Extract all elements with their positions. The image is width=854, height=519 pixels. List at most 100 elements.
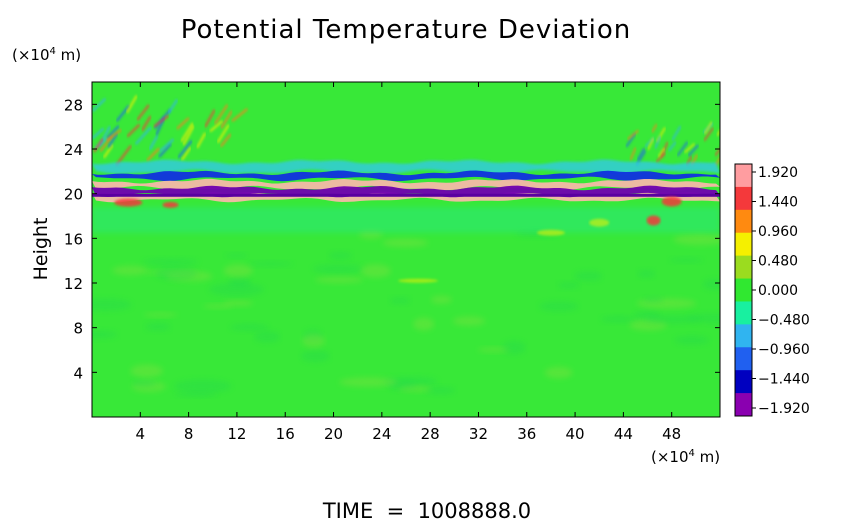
colorbar-swatch bbox=[735, 301, 752, 325]
wave-stripe bbox=[629, 147, 637, 161]
field-patch bbox=[301, 334, 325, 348]
colorbar-swatch bbox=[735, 164, 752, 188]
x-tick-label: 16 bbox=[276, 425, 295, 443]
wave-stripe bbox=[180, 122, 194, 143]
field-patch bbox=[425, 386, 456, 395]
x-unit-prefix: (×10 bbox=[651, 448, 689, 466]
chart-title: Potential Temperature Deviation bbox=[181, 15, 632, 45]
field-patch bbox=[130, 364, 163, 378]
colorbar-swatch bbox=[735, 255, 752, 280]
colorbar-swatch bbox=[735, 324, 752, 348]
field-patch bbox=[328, 251, 353, 260]
field-patch bbox=[600, 315, 637, 323]
wave-stripe bbox=[220, 110, 233, 129]
field-patch bbox=[230, 323, 269, 331]
wave-stripe bbox=[231, 108, 249, 123]
wave-stripe bbox=[167, 98, 179, 114]
x-tick-label: 28 bbox=[421, 425, 440, 443]
wave-stripe bbox=[115, 104, 131, 122]
field-patch bbox=[413, 317, 435, 331]
field-patch bbox=[360, 264, 391, 278]
warm-anomaly bbox=[114, 198, 143, 207]
field-patch bbox=[173, 379, 232, 394]
wave-stripe bbox=[646, 137, 655, 151]
wave-stripe bbox=[703, 121, 713, 135]
colorbar-swatch bbox=[735, 370, 752, 394]
y-tick-label: 4 bbox=[73, 364, 83, 382]
x-tick-label: 20 bbox=[324, 425, 343, 443]
field-patch bbox=[539, 301, 579, 312]
colorbar-label: 0.960 bbox=[758, 224, 798, 240]
field-patch bbox=[173, 392, 218, 397]
field-patch bbox=[300, 350, 330, 363]
x-unit-suffix: m) bbox=[695, 448, 720, 466]
field-patch bbox=[224, 253, 249, 258]
field-patch bbox=[430, 295, 453, 304]
heatmap-field bbox=[92, 95, 720, 397]
field-patch bbox=[643, 296, 664, 303]
field-patch bbox=[382, 238, 429, 248]
field-patch bbox=[339, 377, 398, 387]
y-tick-label: 28 bbox=[64, 96, 83, 114]
x-tick-label: 48 bbox=[662, 425, 681, 443]
wave-stripe bbox=[106, 128, 122, 142]
band-dark-line bbox=[92, 193, 720, 197]
colorbar-swatch bbox=[735, 347, 752, 371]
heatmap-background bbox=[92, 82, 720, 417]
time-footer: TIME = 1008888.0 bbox=[322, 499, 531, 519]
wave-stripe bbox=[657, 147, 666, 158]
colorbar-label: −0.960 bbox=[758, 342, 810, 358]
field-patch bbox=[112, 265, 149, 276]
wave-stripe bbox=[204, 109, 216, 128]
field-patch bbox=[92, 298, 132, 311]
wave-stripe bbox=[153, 114, 169, 128]
wave-stripe bbox=[106, 125, 120, 139]
wave-stripe bbox=[134, 126, 152, 145]
wave-stripe bbox=[209, 120, 224, 133]
warm-anomaly bbox=[589, 218, 610, 227]
x-tick-label: 12 bbox=[227, 425, 246, 443]
band-cyan-layer bbox=[92, 159, 720, 175]
x-tick-label: 4 bbox=[136, 425, 146, 443]
warm-anomaly bbox=[646, 215, 661, 226]
wave-stripe bbox=[141, 115, 152, 132]
x-tick-label: 44 bbox=[614, 425, 633, 443]
wave-stripe bbox=[180, 146, 192, 161]
field-patch bbox=[155, 266, 198, 281]
x-axis-ticks: 4 8 12 16 20 24 28 32 36 40 44 48 bbox=[136, 82, 681, 443]
wave-stripe bbox=[671, 125, 682, 141]
wave-stripe bbox=[625, 132, 637, 148]
wave-stripe bbox=[107, 132, 119, 149]
field-patch bbox=[557, 282, 580, 289]
x-tick-label: 40 bbox=[566, 425, 585, 443]
field-patch bbox=[669, 257, 704, 263]
colorbar-label: 1.440 bbox=[758, 195, 798, 211]
wave-stripe bbox=[683, 142, 696, 154]
y-tick-label: 24 bbox=[64, 141, 83, 159]
field-patch bbox=[398, 385, 432, 392]
y-tick-label: 12 bbox=[64, 275, 83, 293]
warm-anomaly bbox=[398, 278, 439, 283]
x-unit-exponent: 4 bbox=[689, 448, 695, 459]
colorbar-swatch bbox=[735, 209, 752, 234]
colorbar-label: 1.920 bbox=[758, 165, 798, 181]
wave-stripe bbox=[92, 97, 107, 112]
y-tick-label: 20 bbox=[64, 186, 83, 204]
colorbar-label: 0.000 bbox=[758, 283, 798, 299]
colorbar: 1.920 1.440 0.960 0.480 0.000 −0.480 −0.960 −1.… bbox=[734, 163, 810, 417]
warm-anomaly bbox=[162, 201, 179, 208]
wave-stripe bbox=[196, 132, 207, 149]
warm-anomaly bbox=[661, 196, 682, 207]
wave-stripe bbox=[216, 124, 230, 144]
field-patch bbox=[502, 340, 526, 355]
wave-stripe bbox=[102, 143, 114, 159]
y-axis-unit-label: (×104 m) bbox=[12, 46, 81, 64]
wave-stripe bbox=[687, 144, 700, 157]
field-patch bbox=[248, 261, 294, 267]
field-patch bbox=[92, 330, 118, 339]
wave-stripe bbox=[703, 127, 715, 142]
wave-stripe bbox=[176, 117, 190, 130]
field-patch bbox=[673, 233, 720, 246]
band-pink-layer-upper bbox=[92, 178, 720, 191]
